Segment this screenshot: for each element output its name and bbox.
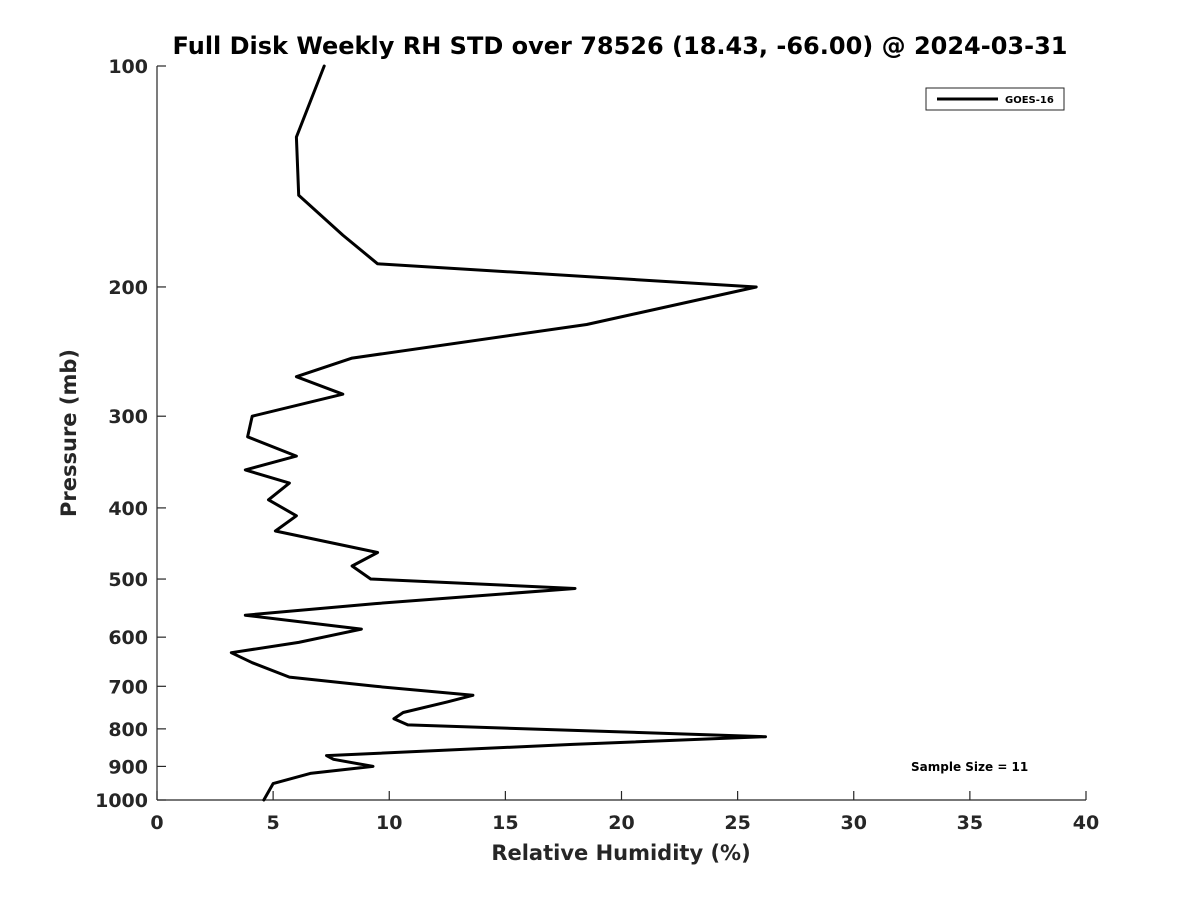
y-tick-label: 400: [108, 498, 148, 520]
y-tick-label: 900: [108, 756, 148, 778]
x-tick-label: 40: [1073, 812, 1099, 834]
x-tick-label: 30: [841, 812, 867, 834]
series-line-goes-16: [229, 64, 767, 802]
x-tick-label: 20: [608, 812, 634, 834]
series-layer: [229, 64, 767, 802]
y-tick-label: 500: [108, 569, 148, 591]
x-tick-label: 35: [957, 812, 983, 834]
y-tick-label: 700: [108, 676, 148, 698]
legend: GOES-16: [925, 87, 1065, 111]
x-tick-label: 10: [376, 812, 402, 834]
x-tick-label: 25: [724, 812, 750, 834]
y-tick-label: 200: [108, 277, 148, 299]
x-ticks: 0 5 10 15 20 25 30 35 40: [150, 791, 1099, 834]
y-tick-label: 600: [108, 627, 148, 649]
sample-size-annotation: Sample Size = 11: [911, 760, 1028, 774]
y-ticks: 100 200 300 400 500 600 700 800 900 1000: [95, 56, 166, 812]
y-tick-label: 300: [108, 406, 148, 428]
chart-title: Full Disk Weekly RH STD over 78526 (18.4…: [173, 32, 1068, 60]
x-tick-label: 15: [492, 812, 518, 834]
y-axis-label: Pressure (mb): [57, 349, 81, 517]
x-tick-label: 0: [150, 812, 163, 834]
x-axis-label: Relative Humidity (%): [491, 841, 750, 865]
y-tick-label: 100: [108, 56, 148, 78]
x-tick-label: 5: [267, 812, 280, 834]
y-tick-label: 1000: [95, 790, 148, 812]
legend-label: GOES-16: [1005, 95, 1054, 106]
y-tick-label: 800: [108, 719, 148, 741]
